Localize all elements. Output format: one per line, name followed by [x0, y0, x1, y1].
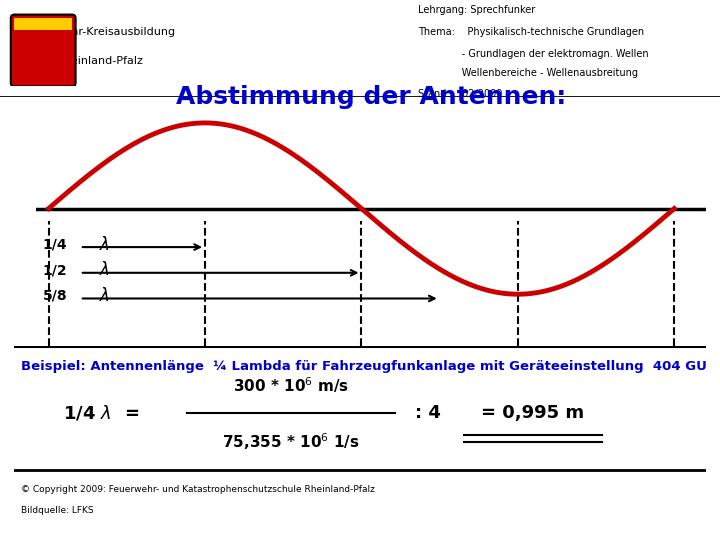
Text: Feuerwehr-Kreisausbildung: Feuerwehr-Kreisausbildung — [25, 27, 176, 37]
Text: Wellenbereiche - Wellenausbreitung: Wellenbereiche - Wellenausbreitung — [418, 68, 638, 78]
Text: Thema:    Physikalisch-technische Grundlagen: Thema: Physikalisch-technische Grundlage… — [418, 27, 644, 37]
Text: Abstimmung der Antennen:: Abstimmung der Antennen: — [176, 85, 566, 109]
Text: $\lambda$: $\lambda$ — [99, 287, 109, 305]
Text: © Copyright 2009: Feuerwehr- und Katastrophenschutzschule Rheinland-Pfalz: © Copyright 2009: Feuerwehr- und Katastr… — [22, 484, 375, 494]
Text: 5/8: 5/8 — [42, 289, 67, 303]
Text: = 0,995 m: = 0,995 m — [481, 404, 585, 422]
Text: Lehrgang: Sprechfunker: Lehrgang: Sprechfunker — [418, 5, 535, 15]
Text: 75,355 * 10$^6$ 1/s: 75,355 * 10$^6$ 1/s — [222, 431, 360, 452]
Text: : 4: : 4 — [415, 404, 441, 422]
Text: 1/4 $\lambda$  =: 1/4 $\lambda$ = — [63, 404, 139, 423]
Text: - Grundlagen der elektromagn. Wellen: - Grundlagen der elektromagn. Wellen — [418, 49, 648, 59]
FancyBboxPatch shape — [14, 18, 72, 30]
Text: 1/4: 1/4 — [42, 238, 67, 252]
Text: Beispiel: Antennenlänge  ¼ Lambda für Fahrzeugfunkanlage mit Geräteeinstellung  : Beispiel: Antennenlänge ¼ Lambda für Fah… — [22, 360, 707, 373]
Text: 1/2: 1/2 — [42, 263, 67, 277]
Text: Bildquelle: LFKS: Bildquelle: LFKS — [22, 506, 94, 515]
Text: $\lambda$: $\lambda$ — [99, 261, 109, 279]
FancyBboxPatch shape — [11, 15, 76, 86]
Text: Stand:    02/2009: Stand: 02/2009 — [418, 90, 502, 99]
Text: 300 * 10$^6$ m/s: 300 * 10$^6$ m/s — [233, 375, 349, 395]
Text: Rheinland-Pfalz: Rheinland-Pfalz — [58, 56, 144, 66]
Text: $\lambda$: $\lambda$ — [99, 235, 109, 253]
